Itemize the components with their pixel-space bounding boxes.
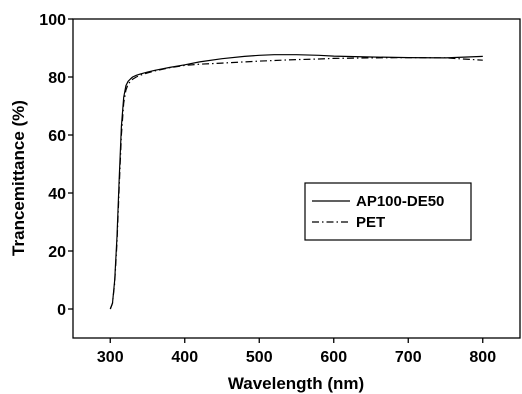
x-tick-label: 300: [97, 349, 124, 366]
x-tick-label: 800: [469, 349, 496, 366]
y-tick-label: 0: [57, 302, 66, 319]
y-axis: 0 20 40 60 80 100: [39, 12, 73, 319]
legend-box: [304, 182, 472, 241]
plot-frame: [72, 18, 521, 339]
x-tick-label: 600: [320, 349, 347, 366]
x-tick-label: 700: [395, 349, 422, 366]
x-tick-label: 400: [171, 349, 198, 366]
legend-label: PET: [356, 214, 385, 231]
y-tick-label: 100: [39, 12, 66, 29]
y-axis-label: Trancemittance (%): [9, 100, 28, 256]
x-tick-label: 500: [246, 349, 273, 366]
x-axis-label: Wavelength (nm): [228, 374, 364, 393]
y-tick-label: 80: [48, 70, 66, 87]
y-tick-label: 40: [48, 186, 66, 203]
series-layer: [109, 54, 483, 310]
legend-label: AP100-DE50: [356, 193, 444, 210]
series-line-2: [109, 57, 483, 310]
y-tick-label: 60: [48, 128, 66, 145]
x-axis: 300 400 500 600 700 800: [97, 338, 496, 366]
legend: AP100-DE50 PET: [304, 182, 472, 241]
y-tick-label: 20: [48, 244, 66, 261]
series-line-1: [109, 54, 483, 310]
